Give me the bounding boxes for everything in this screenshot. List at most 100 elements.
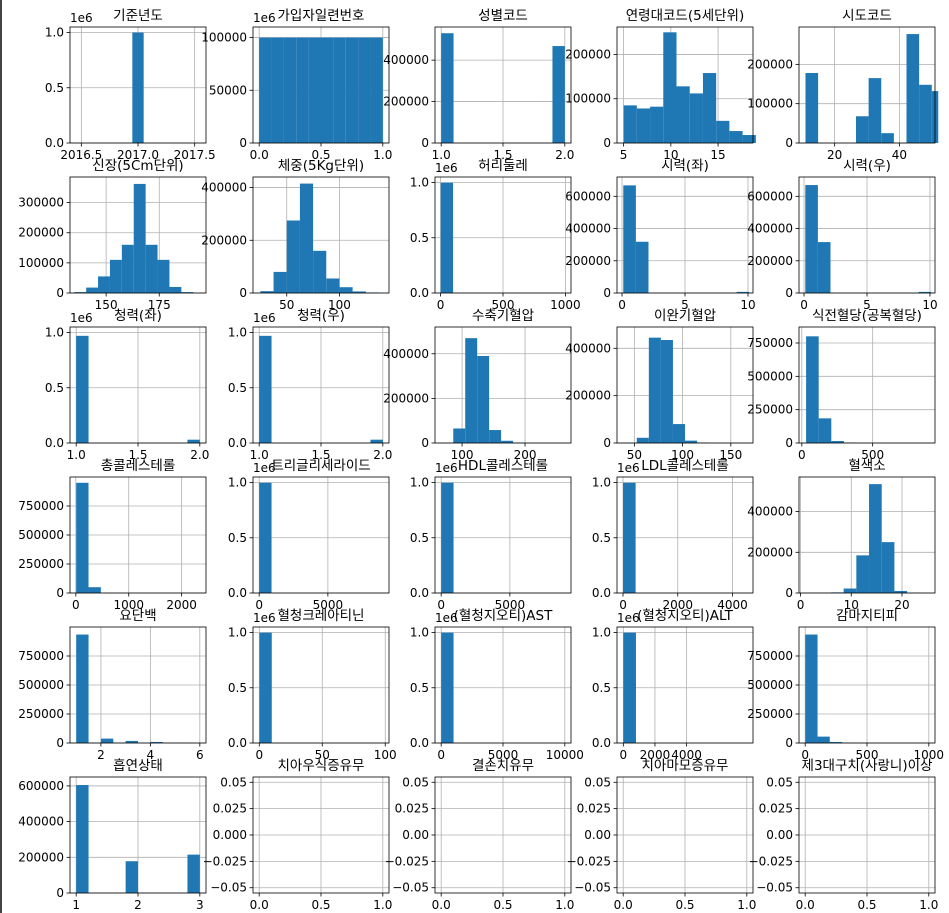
y-tick-label: 1.0	[410, 476, 429, 490]
histogram-bar	[869, 484, 882, 593]
x-tick-label: 2.0	[373, 448, 392, 462]
x-tick-label: 0.5	[311, 148, 330, 162]
histogram-bar	[829, 741, 843, 743]
x-tick-label: 40	[892, 148, 907, 162]
histogram-bar	[742, 135, 756, 143]
axes-frame	[69, 176, 207, 294]
y-tick-label: 0.025	[395, 802, 429, 816]
x-tick-label: 0	[620, 748, 628, 762]
subplot-title: (혈청지오티)ALT	[637, 608, 734, 624]
histogram-bar	[440, 182, 454, 293]
y-tick-label: 0	[56, 286, 64, 300]
histogram-bar	[76, 335, 89, 443]
histogram-bar	[296, 37, 309, 143]
axes-frame	[252, 626, 390, 744]
y-tick-label: 200000	[18, 850, 64, 864]
histogram-bar	[145, 244, 158, 293]
y-tick-label: 400000	[565, 341, 611, 355]
histogram-bar	[345, 37, 359, 143]
x-tick-label: 10	[740, 298, 755, 312]
histogram-bar	[125, 740, 138, 743]
y-offset-label: 1e6	[617, 611, 640, 625]
y-tick-label: 200000	[383, 391, 429, 405]
x-tick-label: 0.0	[250, 148, 269, 162]
y-tick-label: 200000	[565, 254, 611, 268]
histogram-bar	[806, 336, 819, 443]
subplot-title: 수축기혈압	[472, 308, 534, 324]
x-tick-label: 2000	[662, 598, 693, 612]
x-tick-label: 150	[719, 448, 742, 462]
x-tick-label: 500	[856, 748, 879, 762]
y-tick-label: 1.0	[45, 26, 64, 40]
x-tick-label: 0	[437, 748, 445, 762]
histogram-bar	[370, 439, 383, 443]
histogram-bar	[98, 276, 110, 293]
y-tick-label: 0	[239, 136, 247, 150]
histogram-bar	[465, 338, 478, 443]
histogram-bar	[663, 32, 677, 144]
x-tick-label: 1000	[550, 298, 581, 312]
histogram-bar	[805, 185, 818, 293]
histogram-bar	[489, 430, 502, 443]
x-tick-label: 1000	[113, 598, 144, 612]
y-tick-label: 750000	[18, 649, 64, 663]
x-tick-label: 1.0	[373, 898, 392, 912]
histogram-bar	[333, 37, 346, 143]
y-tick-label: 0.5	[228, 381, 247, 395]
x-tick-label: 0.0	[250, 898, 269, 912]
histogram-bar	[271, 37, 284, 143]
histogram-bar	[817, 736, 830, 743]
y-tick-label: 200000	[383, 95, 429, 109]
histogram-bar	[702, 73, 717, 143]
y-tick-label: 200000	[201, 233, 247, 247]
axes-frame	[616, 26, 754, 144]
x-tick-label: 4000	[671, 748, 702, 762]
x-tick-label: 1000	[914, 748, 945, 762]
x-tick-label: 5000	[488, 748, 519, 762]
y-tick-label: −0.05	[392, 881, 429, 895]
y-tick-label: 0.0	[410, 586, 429, 600]
y-tick-label: 0.5	[410, 681, 429, 695]
histogram-bar	[818, 418, 832, 443]
histogram-bar	[817, 242, 831, 293]
histogram-bar	[894, 590, 908, 593]
subplot-11: 1.0 1.5 2.0 0.0 0.5 1.0 1e6 청력(좌)	[45, 308, 209, 462]
histogram-bar	[831, 441, 844, 443]
subplot-title: 체중(5Kg단위)	[278, 158, 364, 174]
subplot-6: 150 175 0 100000 200000 300000 신장(5Cm단위)	[18, 158, 207, 312]
histogram-bar	[552, 46, 565, 143]
y-tick-label: 0	[785, 136, 793, 150]
x-tick-label: 150	[95, 298, 118, 312]
y-tick-label: 1.0	[228, 476, 247, 490]
histogram-bar	[125, 861, 138, 893]
y-tick-label: 0.05	[584, 775, 611, 789]
y-tick-label: 0.05	[766, 775, 793, 789]
y-tick-label: 0.00	[584, 828, 611, 842]
x-tick-label: 1.0	[250, 448, 269, 462]
y-tick-label: 750000	[18, 499, 64, 513]
x-tick-label: 10000	[546, 748, 584, 762]
y-tick-label: 500000	[747, 369, 793, 383]
histogram-bar	[689, 93, 703, 143]
x-tick-label: 50	[627, 448, 642, 462]
x-tick-label: 0.5	[857, 898, 876, 912]
y-offset-label: 1e6	[253, 461, 276, 475]
subplot-9: 0 5 10 0 200000 400000 600000 시력(좌)	[565, 158, 755, 312]
histogram-bar	[660, 340, 673, 443]
x-tick-label: 0.5	[675, 898, 694, 912]
axes-frame	[798, 476, 936, 594]
y-tick-label: 300000	[18, 196, 64, 210]
histogram-bar	[906, 34, 920, 143]
histogram-bar	[150, 741, 163, 743]
axes-frame	[616, 476, 754, 594]
histogram-bar	[321, 37, 334, 143]
x-tick-label: 0.5	[311, 898, 330, 912]
y-tick-label: 0	[603, 136, 611, 150]
histogram-bar	[259, 632, 272, 743]
y-tick-label: 1.0	[228, 326, 247, 340]
x-tick-label: 0	[801, 748, 809, 762]
subplot-27: 0.0 0.5 1.0 −0.05 −0.025 0.000 0.025 0.05 치아우식증유…	[203, 758, 393, 912]
x-tick-label: 2000	[640, 748, 671, 762]
subplot-19: 0 2000 4000 0.0 0.5 1.0 1e6 LDL콜레스테롤	[592, 458, 754, 612]
axes-frame	[798, 326, 936, 444]
